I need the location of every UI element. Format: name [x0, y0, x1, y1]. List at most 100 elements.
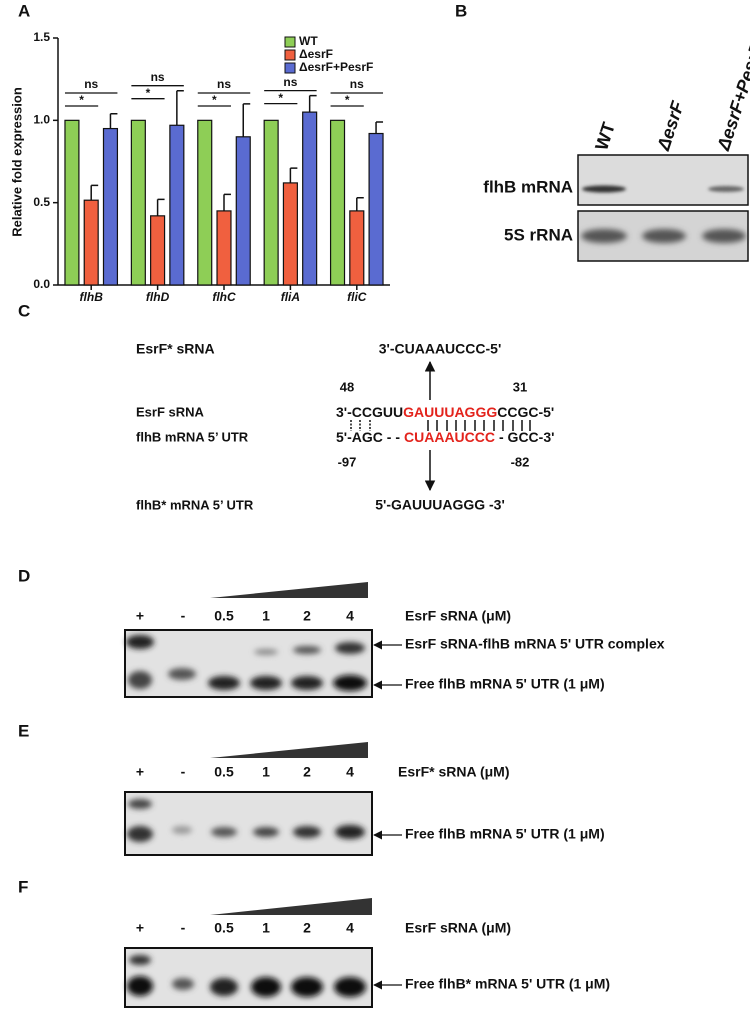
- bar-chart: Relative fold expression 0.0 0.5 1.0 1.5 flh…: [9, 30, 390, 304]
- band: [333, 675, 367, 691]
- significance-label: *: [278, 91, 283, 105]
- bar: [329, 119, 346, 286]
- lane-label: 4: [346, 920, 354, 936]
- error-bar: [223, 193, 231, 211]
- sequence: 5'-GAUUUAGGG -3': [375, 497, 505, 513]
- gels: + - 0.5 1 2 4 EsrF sRNA (μM) EsrF sRNA-flhB mRN…: [124, 582, 665, 1008]
- annotation: Free flhB mRNA 5' UTR (1 μM): [405, 676, 605, 692]
- significance-label: ns: [151, 70, 165, 84]
- bar: [349, 210, 365, 286]
- band: [211, 827, 237, 837]
- position: 48: [340, 379, 354, 394]
- lane-label: -: [181, 608, 186, 624]
- y-tick-label: 1.5: [33, 30, 50, 44]
- base-pairing-diagram: EsrF* sRNA 3'-CUAAAUCCC-5' 48 31 EsrF sR…: [136, 341, 554, 513]
- band: [128, 671, 152, 689]
- gel-border: [124, 947, 373, 1008]
- significance-label: *: [345, 93, 350, 107]
- label: flhB* mRNA 5’ UTR: [136, 497, 254, 512]
- label: EsrF sRNA: [136, 404, 205, 419]
- y-tick-label: 0.0: [33, 277, 50, 291]
- bar: [130, 119, 146, 286]
- row-label: flhB mRNA: [483, 177, 573, 196]
- error-bar: [156, 198, 165, 216]
- significance-label: ns: [217, 77, 231, 91]
- lane-label: 2: [303, 608, 311, 624]
- position: -82: [511, 454, 530, 469]
- lane-label: +: [136, 920, 144, 936]
- band: [293, 646, 321, 654]
- x-tick-label: flhB: [80, 290, 104, 304]
- band: [127, 976, 153, 996]
- significance-label: ns: [84, 77, 98, 91]
- seq-part: CUAAAUCCC: [404, 429, 495, 445]
- condition-label: EsrF sRNA (μM): [405, 608, 511, 624]
- band: [250, 676, 282, 690]
- bar: [169, 124, 185, 286]
- concentration-wedge: [210, 582, 368, 598]
- band: [126, 635, 154, 649]
- panel-label: F: [18, 877, 28, 896]
- significance-label: ns: [350, 77, 364, 91]
- bar: [150, 215, 166, 286]
- significance-label: *: [146, 86, 151, 100]
- gel-panel: [125, 630, 372, 697]
- y-axis-label: Relative fold expression: [9, 87, 24, 237]
- panel-label: A: [18, 1, 30, 20]
- panel-label: B: [455, 1, 467, 20]
- panel-label: D: [18, 566, 30, 585]
- error-bar: [90, 184, 99, 201]
- legend-swatch: [284, 49, 296, 61]
- band: [335, 642, 365, 654]
- band: [702, 229, 746, 243]
- annotation: Free flhB* mRNA 5' UTR (1 μM): [405, 976, 610, 992]
- legend-label: WT: [299, 34, 318, 48]
- band: [172, 978, 194, 990]
- band: [254, 649, 278, 655]
- band: [168, 668, 196, 680]
- x-tick-label: fliC: [347, 290, 367, 304]
- concentration-wedge: [210, 898, 372, 915]
- x-tick-label: flhD: [146, 290, 170, 304]
- band: [334, 977, 366, 997]
- lane-label: ΔesrF: [653, 98, 688, 154]
- bar: [83, 199, 99, 286]
- y-tick-label: 0.5: [33, 195, 50, 209]
- lane-label: WT: [591, 120, 619, 153]
- lane-label: 4: [346, 764, 354, 780]
- y-tick-label: 1.0: [33, 113, 50, 127]
- position: -97: [338, 454, 357, 469]
- lane-label: 1: [262, 608, 270, 624]
- seq-part: CCGC-5': [497, 404, 554, 420]
- legend-label: ΔesrF+PesrF: [299, 60, 373, 74]
- band: [251, 977, 281, 997]
- band: [208, 676, 240, 690]
- bar: [102, 127, 119, 286]
- gel-border: [124, 791, 373, 856]
- legend-label: ΔesrF: [299, 47, 333, 61]
- seq-part: 5'-AGC - -: [336, 429, 400, 445]
- label: flhB mRNA 5’ UTR: [136, 429, 249, 444]
- bar: [368, 132, 384, 286]
- blot-panel: [577, 154, 749, 206]
- row-label: 5S rRNA: [504, 225, 573, 244]
- band: [335, 825, 365, 839]
- bar: [235, 136, 251, 286]
- band: [129, 955, 151, 965]
- band: [581, 229, 627, 243]
- bar: [282, 182, 298, 286]
- band: [582, 185, 626, 193]
- lane-label: ΔesrF+PesrF: [713, 40, 750, 153]
- gel-panel: [125, 948, 372, 1007]
- bar: [302, 111, 318, 286]
- error-bar: [308, 94, 317, 113]
- band: [293, 826, 321, 838]
- error-bar: [242, 103, 251, 137]
- concentration-wedge: [210, 742, 368, 758]
- panel-label: C: [18, 301, 30, 320]
- legend-swatch: [284, 62, 296, 74]
- band: [253, 827, 279, 837]
- significance-label: ns: [283, 75, 297, 89]
- band: [210, 978, 238, 996]
